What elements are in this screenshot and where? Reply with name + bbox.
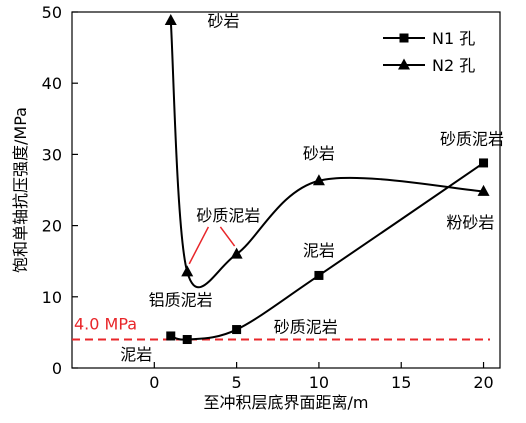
y-tick-label: 50	[42, 3, 62, 22]
annotation-leader-line	[219, 226, 236, 247]
reference-line-group: 4.0 MPa	[72, 315, 490, 341]
x-tick-label: 5	[232, 373, 242, 392]
annotation-label: 砂岩	[207, 12, 239, 31]
x-tick-label: 15	[391, 373, 411, 392]
series-n1-point	[166, 331, 176, 341]
annotation-label: 铝质泥岩	[149, 291, 213, 310]
series-n2-point	[477, 184, 490, 196]
series-n2-point	[230, 247, 243, 259]
x-tick-label: 20	[473, 373, 493, 392]
series-n2-point	[164, 14, 177, 26]
legend-marker-triangle	[398, 58, 410, 70]
y-axis-title: 饱和单轴抗压强度/MPa	[11, 107, 30, 273]
annotation-label: 砂质泥岩	[440, 130, 504, 149]
x-tick-label: 0	[149, 373, 159, 392]
x-axis-title: 至冲积层底界面距离/m	[204, 393, 369, 412]
y-tick-label: 40	[42, 74, 62, 93]
annotation-label: 砂质泥岩	[196, 206, 260, 225]
series-n2-point	[312, 174, 325, 186]
series-n1-point	[314, 270, 324, 280]
reference-line-label: 4.0 MPa	[74, 315, 137, 334]
axes: 0 5 10 15 20 0 10 20 30 40 50 至冲积层底界面距离/m 饱和单轴抗压强度/M…	[11, 3, 501, 412]
legend: N1 孔 N2 孔	[383, 29, 475, 75]
y-tick-label: 30	[42, 145, 62, 164]
annotation-leader-line	[188, 226, 210, 265]
annotation-label: 砂岩	[303, 144, 335, 163]
series-n1-point	[182, 335, 192, 345]
legend-label: N1 孔	[432, 29, 475, 48]
annotation-label: 泥岩	[303, 241, 335, 260]
series-n1-point	[232, 325, 242, 335]
legend-label: N2 孔	[432, 56, 475, 75]
y-tick-label: 0	[52, 359, 62, 378]
legend-marker-square	[399, 33, 409, 43]
annotation-label: 粉砂岩	[446, 213, 494, 232]
annotation-label: 砂质泥岩	[274, 318, 338, 337]
y-tick-label: 20	[42, 217, 62, 236]
x-tick-label: 10	[309, 373, 329, 392]
series-group	[164, 14, 490, 345]
y-tick-label: 10	[42, 288, 62, 307]
plot-frame	[71, 11, 501, 369]
annotation-label: 泥岩	[120, 345, 152, 364]
series-n2-point	[181, 265, 194, 277]
series-n1-point	[479, 158, 489, 168]
